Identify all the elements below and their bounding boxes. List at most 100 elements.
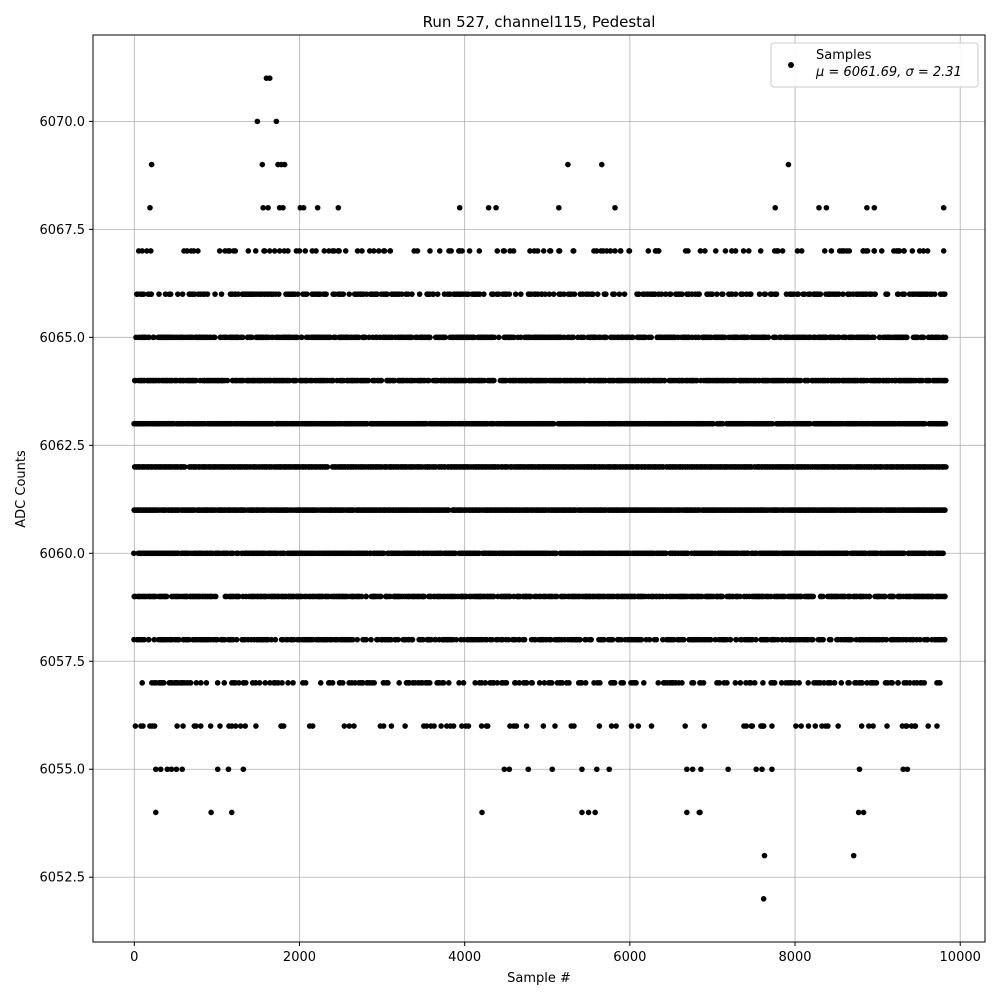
data-point bbox=[805, 723, 812, 729]
data-point bbox=[465, 723, 472, 729]
data-point bbox=[635, 723, 642, 729]
data-point bbox=[243, 680, 249, 686]
data-point bbox=[440, 680, 447, 686]
data-point bbox=[733, 636, 740, 643]
data-point bbox=[302, 680, 309, 686]
data-point bbox=[409, 291, 415, 297]
data-point bbox=[494, 680, 501, 686]
data-point bbox=[378, 593, 384, 600]
data-point bbox=[478, 723, 485, 729]
data-point bbox=[753, 636, 759, 643]
data-point bbox=[778, 680, 785, 686]
data-point bbox=[621, 291, 628, 297]
data-point bbox=[618, 636, 625, 643]
data-point bbox=[943, 377, 949, 384]
data-point bbox=[603, 291, 609, 297]
data-point bbox=[427, 334, 433, 341]
data-point bbox=[395, 636, 401, 643]
data-point bbox=[937, 680, 943, 686]
data-point bbox=[884, 723, 890, 729]
data-point bbox=[132, 723, 139, 729]
data-point bbox=[571, 291, 578, 297]
data-point bbox=[548, 636, 554, 643]
data-point bbox=[272, 636, 279, 643]
data-point bbox=[901, 550, 907, 557]
data-point bbox=[518, 291, 524, 297]
data-point bbox=[743, 723, 750, 729]
data-point bbox=[810, 593, 817, 600]
data-point bbox=[684, 550, 691, 557]
data-point bbox=[421, 593, 427, 600]
data-point bbox=[906, 680, 913, 686]
data-point bbox=[186, 636, 192, 643]
data-point bbox=[368, 636, 374, 643]
data-point bbox=[224, 377, 231, 384]
data-point bbox=[252, 680, 259, 686]
data-point bbox=[601, 636, 607, 643]
data-point bbox=[737, 593, 743, 600]
data-point bbox=[707, 636, 714, 643]
data-point bbox=[438, 723, 444, 729]
data-point bbox=[638, 636, 645, 643]
data-point bbox=[690, 680, 697, 686]
data-point bbox=[578, 680, 585, 686]
data-point bbox=[363, 593, 369, 600]
data-point bbox=[214, 636, 221, 643]
data-point bbox=[810, 636, 816, 643]
data-point bbox=[232, 723, 239, 729]
data-point bbox=[895, 680, 901, 686]
data-point bbox=[503, 680, 510, 686]
data-point bbox=[942, 420, 949, 427]
data-point bbox=[942, 593, 948, 600]
data-point bbox=[559, 680, 566, 686]
data-point bbox=[866, 593, 873, 600]
data-point bbox=[541, 680, 548, 686]
data-point bbox=[588, 636, 595, 643]
data-point bbox=[942, 334, 949, 341]
data-point bbox=[620, 680, 627, 686]
data-point bbox=[529, 680, 535, 686]
data-point bbox=[218, 291, 225, 297]
data-point bbox=[217, 723, 223, 729]
data-point bbox=[870, 723, 876, 729]
data-point bbox=[943, 464, 949, 470]
data-point bbox=[827, 680, 834, 686]
data-point bbox=[304, 291, 310, 297]
data-point bbox=[848, 636, 855, 643]
data-point bbox=[796, 680, 802, 686]
data-point bbox=[197, 723, 204, 729]
data-point bbox=[426, 680, 433, 686]
data-point bbox=[883, 636, 890, 643]
data-point bbox=[212, 593, 219, 600]
data-point bbox=[521, 636, 528, 643]
data-point bbox=[396, 680, 402, 686]
data-point bbox=[655, 680, 662, 686]
data-point bbox=[523, 723, 530, 729]
data-point bbox=[594, 291, 601, 297]
data-point bbox=[180, 723, 186, 729]
data-point bbox=[903, 723, 910, 729]
data-point bbox=[550, 291, 557, 297]
data-point bbox=[523, 680, 530, 686]
data-point bbox=[242, 723, 249, 729]
data-point bbox=[207, 723, 214, 729]
data-point bbox=[771, 680, 778, 686]
data-point bbox=[727, 636, 734, 643]
data-point bbox=[151, 723, 158, 729]
data-point bbox=[648, 334, 654, 341]
data-point bbox=[820, 636, 826, 643]
data-point bbox=[724, 680, 730, 686]
data-point bbox=[866, 723, 872, 729]
data-point bbox=[156, 291, 162, 297]
data-point bbox=[835, 723, 841, 729]
data-point bbox=[940, 550, 946, 557]
data-point bbox=[193, 680, 200, 686]
data-point bbox=[590, 291, 596, 297]
data-point bbox=[571, 723, 577, 729]
data-point bbox=[167, 291, 174, 297]
data-point bbox=[472, 680, 478, 686]
data-point bbox=[371, 680, 378, 686]
data-point bbox=[175, 291, 181, 297]
data-point bbox=[139, 680, 145, 686]
data-point bbox=[380, 550, 387, 557]
